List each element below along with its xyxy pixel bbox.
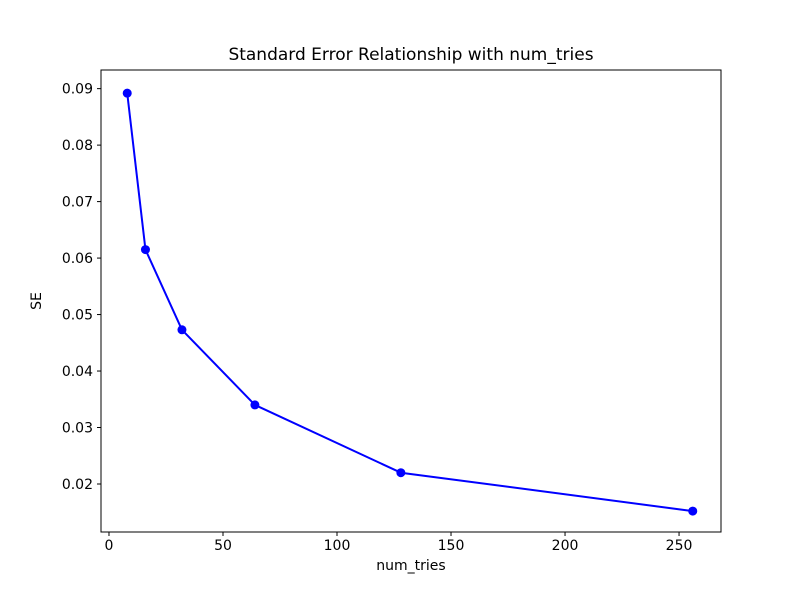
data-point-marker <box>177 325 187 335</box>
y-tick-label: 0.03 <box>62 421 93 437</box>
data-point-marker <box>122 88 132 98</box>
chart-title: Standard Error Relationship with num_tri… <box>228 45 594 65</box>
x-tick-label: 100 <box>324 538 351 554</box>
y-tick-label: 0.07 <box>62 195 93 211</box>
data-point-marker <box>140 245 150 255</box>
y-tick-label: 0.04 <box>62 364 93 380</box>
y-tick-label: 0.08 <box>62 138 93 154</box>
x-tick-label: 200 <box>552 538 579 554</box>
y-tick-label: 0.06 <box>62 251 93 267</box>
y-axis-label: SE <box>29 292 45 310</box>
y-tick-label: 0.02 <box>62 477 93 493</box>
x-tick-label: 50 <box>214 538 232 554</box>
x-tick-label: 250 <box>666 538 693 554</box>
data-point-marker <box>688 506 698 516</box>
x-tick-label: 150 <box>438 538 465 554</box>
y-tick-label: 0.09 <box>62 82 93 98</box>
data-point-marker <box>396 468 406 478</box>
data-point-marker <box>250 400 260 410</box>
x-axis-label: num_tries <box>376 558 446 574</box>
x-tick-label: 0 <box>105 538 114 554</box>
axes-spines <box>100 69 722 533</box>
y-tick-label: 0.05 <box>62 308 93 324</box>
se-line-series <box>126 93 693 513</box>
